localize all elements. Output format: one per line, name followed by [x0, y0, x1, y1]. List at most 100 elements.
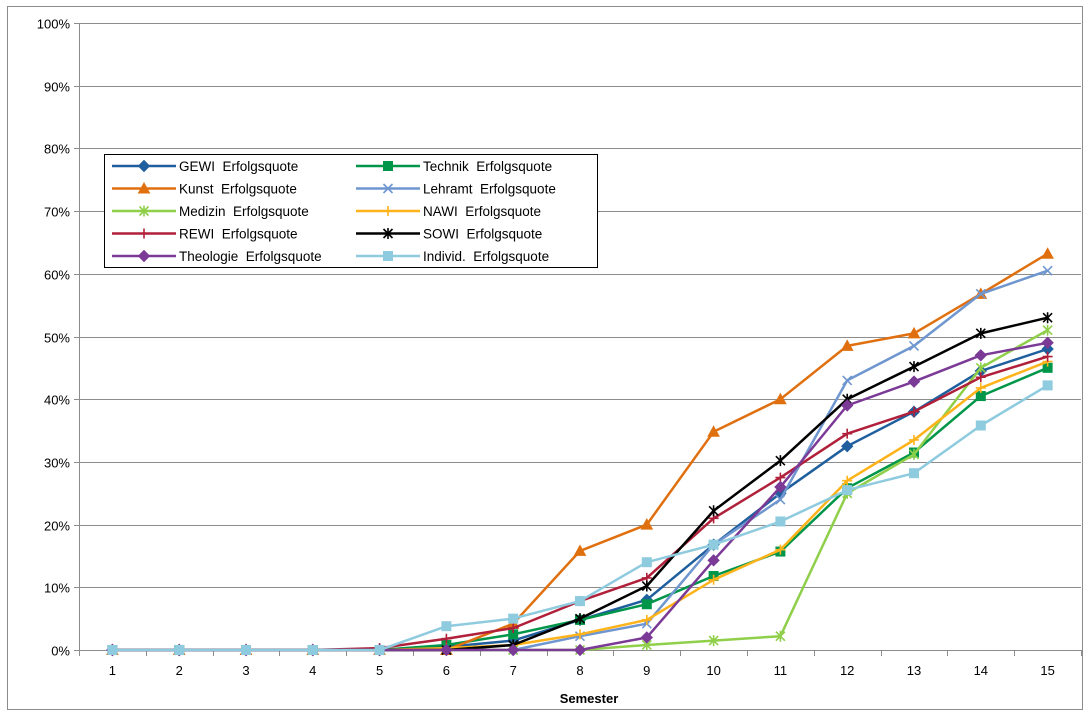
data-point — [441, 621, 452, 632]
x-axis-title: Semester — [560, 691, 619, 706]
data-point — [775, 455, 786, 467]
data-point — [707, 425, 720, 437]
legend-item: Theologie Erfolgsquote — [112, 249, 322, 264]
x-tick-label: 6 — [443, 663, 450, 678]
y-tick-label: 80% — [44, 142, 70, 157]
legend-label: Lehramt Erfolgsquote — [423, 182, 556, 197]
data-point — [708, 539, 719, 550]
legend-item: NAWI Erfolgsquote — [356, 204, 541, 219]
data-point — [840, 440, 854, 453]
data-point — [573, 544, 587, 556]
data-point — [909, 434, 919, 445]
data-point — [775, 516, 786, 527]
legend-label: Kunst Erfolgsquote — [179, 182, 297, 197]
data-point — [842, 485, 853, 496]
data-point — [307, 645, 318, 655]
data-point — [708, 505, 719, 517]
data-point — [909, 468, 919, 479]
data-point — [1042, 351, 1053, 362]
data-point — [640, 518, 654, 530]
data-point — [909, 406, 919, 417]
data-point — [908, 340, 920, 351]
data-point — [1042, 312, 1053, 324]
data-point — [775, 494, 786, 505]
data-point — [174, 645, 185, 655]
data-point — [842, 428, 853, 439]
data-point — [107, 645, 118, 655]
legend-marker — [137, 181, 151, 194]
x-tick-label: 13 — [907, 663, 921, 678]
legend: GEWI Erfolgsquote Technik Erfolgsquote Kun… — [104, 154, 598, 268]
y-tick-label: 50% — [44, 331, 70, 346]
data-point — [907, 375, 921, 388]
data-point — [575, 596, 585, 607]
legend-label: Technik Erfolgsquote — [423, 159, 552, 174]
x-tick-label: 11 — [774, 663, 788, 678]
data-point — [641, 557, 652, 568]
data-point — [907, 326, 921, 339]
data-point — [975, 372, 986, 383]
x-tick-label: 14 — [974, 663, 988, 678]
data-point — [908, 448, 920, 460]
data-point — [842, 375, 853, 386]
x-tick-label: 10 — [706, 663, 720, 678]
y-tick-label: 20% — [44, 519, 70, 534]
data-point — [840, 399, 854, 412]
legend-item: GEWI Erfolgsquote — [112, 159, 298, 174]
x-tick-label: 3 — [242, 663, 249, 678]
data-point — [774, 392, 787, 405]
legend-label: SOWI Erfolgsquote — [423, 227, 542, 242]
y-tick-label: 30% — [44, 456, 70, 471]
series-lines — [106, 247, 1054, 657]
data-point — [641, 614, 652, 625]
data-point — [1042, 324, 1053, 336]
y-tick-label: 10% — [44, 581, 70, 596]
data-point — [1041, 336, 1054, 349]
legend-marker — [383, 206, 393, 216]
data-point — [708, 635, 719, 647]
y-tick-label: 40% — [44, 393, 70, 408]
data-point — [641, 599, 652, 610]
legend-item: Technik Erfolgsquote — [356, 159, 552, 174]
data-point — [842, 475, 853, 486]
y-tick-label: 60% — [44, 268, 70, 283]
legend-item: Medizin Erfolgsquote — [112, 204, 309, 219]
legend-marker — [139, 228, 149, 239]
legend-label: Individ. Erfolgsquote — [423, 249, 549, 264]
data-point — [640, 631, 654, 644]
x-tick-label: 8 — [576, 663, 583, 678]
data-point — [1042, 380, 1053, 391]
legend-item: Lehramt Erfolgsquote — [356, 182, 556, 197]
legend-marker — [382, 228, 394, 239]
data-point — [641, 580, 652, 592]
x-tick-label: 2 — [176, 663, 183, 678]
data-point — [975, 382, 986, 393]
legend-item: Individ. Erfolgsquote — [356, 249, 549, 264]
legend-label: GEWI Erfolgsquote — [179, 159, 298, 174]
x-tick-label: 7 — [510, 663, 517, 678]
data-point — [774, 480, 787, 494]
data-point — [975, 327, 986, 339]
legend-item: REWI Erfolgsquote — [112, 227, 298, 242]
series-9 — [107, 380, 1053, 655]
data-point — [975, 288, 986, 299]
y-tick-label: 70% — [44, 205, 70, 220]
legend-label: NAWI Erfolgsquote — [423, 204, 541, 219]
data-point — [506, 643, 520, 657]
legend-label: REWI Erfolgsquote — [179, 227, 298, 242]
data-point — [974, 349, 988, 362]
legend-label: Theologie Erfolgsquote — [179, 249, 322, 264]
data-point — [1042, 265, 1053, 276]
data-point — [775, 544, 786, 555]
data-point — [908, 361, 920, 373]
y-tick-label: 100% — [37, 17, 71, 32]
legend-marker — [138, 205, 150, 217]
y-tick-label: 0% — [51, 644, 70, 659]
data-point — [708, 574, 719, 585]
data-point — [440, 643, 453, 657]
legend-marker — [137, 159, 151, 173]
legend-label: Medizin Erfolgsquote — [179, 204, 309, 219]
data-point — [575, 629, 585, 640]
